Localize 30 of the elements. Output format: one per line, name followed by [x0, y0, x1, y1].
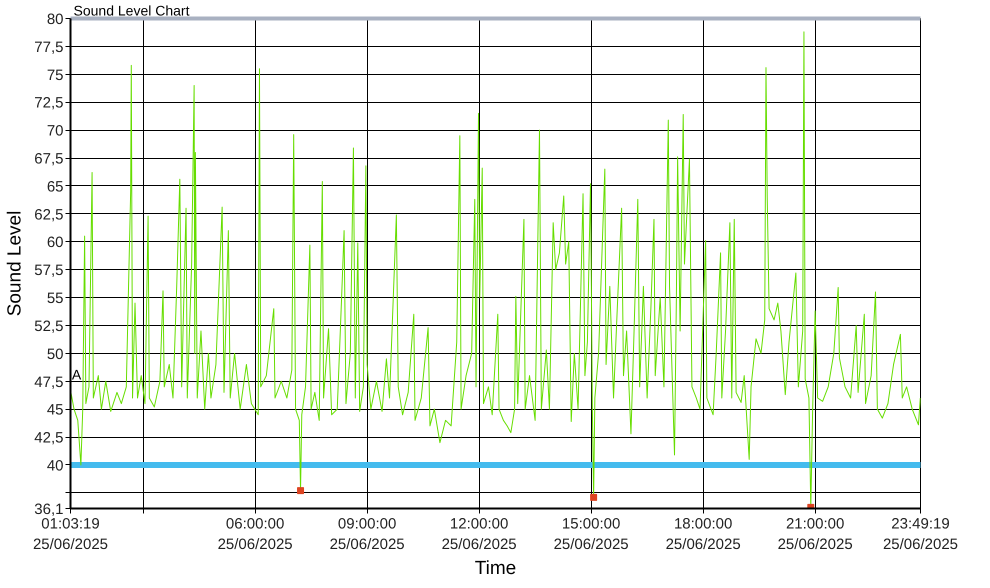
y-tick-label: 62,5	[34, 206, 64, 224]
x-tick-label: 12:00:00 25/06/2025	[442, 516, 517, 553]
y-tick-label: 60	[46, 234, 64, 252]
y-tick-label: 36,1	[34, 501, 64, 518]
y-tick-label: 50	[46, 346, 64, 363]
y-tick-label: 72,5	[34, 94, 64, 112]
x-tick-label: 01:03:19 25/06/2025	[32, 516, 108, 553]
x-tick-label: 09:00:00 25/06/2025	[330, 516, 405, 553]
y-tick-label: 57,5	[34, 262, 64, 280]
y-tick-label: 42,5	[34, 430, 64, 447]
x-axis-title: Time	[474, 558, 516, 579]
y-tick-label: 52,5	[34, 318, 64, 335]
y-tick-label: 77,5	[34, 38, 64, 56]
y-tick-label: 45	[46, 402, 64, 419]
y-tick-label: 70	[46, 122, 64, 140]
y-tick-label: 75	[46, 66, 64, 84]
y-axis-title: Sound Level	[4, 210, 26, 316]
y-tick-label: 67,5	[34, 150, 64, 168]
x-tick-label: 18:00:00 25/06/2025	[666, 516, 741, 553]
chart-title: Sound Level Chart	[74, 2, 190, 18]
x-tick-label: 06:00:00 25/06/2025	[218, 516, 293, 553]
series-label: A	[72, 366, 82, 382]
y-tick-label: 65	[46, 178, 64, 196]
x-tick-label: 21:00:00 25/06/2025	[778, 516, 853, 553]
y-tick-label: 80	[46, 11, 64, 28]
y-tick-label: 55	[46, 290, 64, 308]
y-tick-label: 40	[46, 457, 64, 474]
x-tick-label: 15:00:00 25/06/2025	[554, 516, 629, 553]
y-tick-label: 47,5	[34, 374, 64, 391]
x-tick-label: 23:49:19 25/06/2025	[882, 516, 958, 553]
